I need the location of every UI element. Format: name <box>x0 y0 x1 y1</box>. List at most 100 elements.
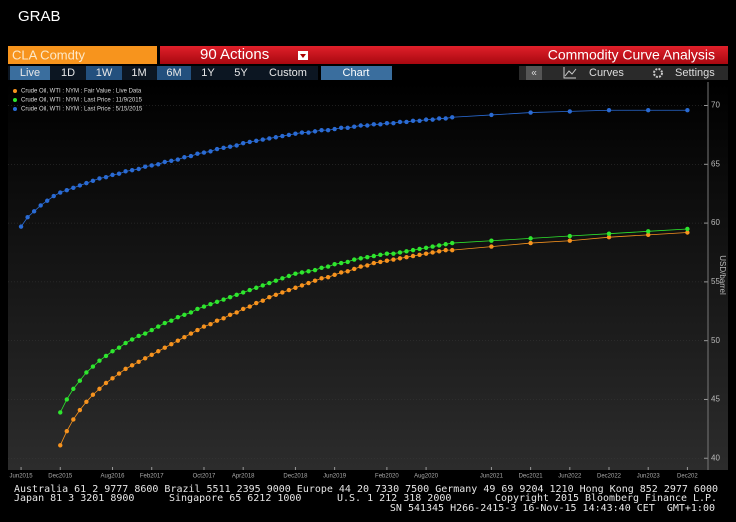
data-point <box>606 235 612 240</box>
period-tab[interactable]: 1D <box>61 67 75 79</box>
data-point <box>606 231 612 236</box>
y-axis-label: USD/barrel <box>718 255 727 295</box>
data-point <box>110 376 115 381</box>
data-point <box>306 130 311 135</box>
data-point <box>450 115 455 120</box>
period-tab[interactable]: 6M <box>166 67 181 79</box>
data-point <box>103 175 109 180</box>
data-point <box>123 366 128 372</box>
data-point <box>528 236 533 241</box>
settings-button[interactable]: Settings <box>675 67 715 79</box>
data-point <box>391 251 396 256</box>
data-point <box>129 167 135 173</box>
data-point <box>175 157 181 162</box>
data-point <box>162 159 167 165</box>
period-tab[interactable]: 5Y <box>234 67 248 79</box>
data-point <box>358 256 363 261</box>
data-point <box>156 162 161 167</box>
period-tab[interactable]: Custom <box>269 67 307 79</box>
data-point <box>18 224 24 229</box>
y-tick-label: 50 <box>711 336 720 345</box>
data-point <box>378 259 383 265</box>
curves-button[interactable]: Curves <box>589 67 624 79</box>
data-point <box>280 276 285 281</box>
data-point <box>188 310 194 315</box>
period-tab[interactable]: 1W <box>96 67 113 79</box>
data-point <box>489 238 494 243</box>
data-point <box>64 397 69 402</box>
options-strip <box>519 66 728 80</box>
data-point <box>280 290 285 295</box>
data-point <box>371 253 377 259</box>
data-point <box>129 363 135 368</box>
data-point <box>358 123 363 128</box>
data-point <box>325 264 331 269</box>
data-point <box>528 240 533 246</box>
data-point <box>384 258 390 263</box>
data-point <box>254 285 259 290</box>
data-point <box>436 243 442 248</box>
data-point <box>227 312 233 317</box>
data-point <box>345 125 350 131</box>
data-point <box>378 122 383 127</box>
footer-session: SN 541345 H266-2415-3 16-Nov-15 14:43:40… <box>390 503 715 514</box>
data-point <box>345 269 350 274</box>
data-point <box>44 198 50 203</box>
data-point <box>195 306 200 312</box>
data-point <box>299 283 305 288</box>
data-point <box>247 139 252 145</box>
period-tab[interactable]: 1Y <box>201 67 215 79</box>
data-point <box>293 285 298 290</box>
data-point <box>397 119 403 125</box>
x-tick-label: Dec2018 <box>283 474 308 480</box>
data-point <box>116 171 122 176</box>
data-point <box>646 108 651 113</box>
data-point <box>332 272 337 278</box>
chart-tab[interactable] <box>321 66 392 80</box>
data-point <box>136 333 141 339</box>
data-point <box>384 251 390 256</box>
y-tick-label: 70 <box>711 101 720 110</box>
dropdown-arrow <box>300 54 306 58</box>
tab-selected[interactable] <box>10 66 50 80</box>
x-tick-label: Dec202 <box>677 474 698 480</box>
data-point <box>25 215 30 220</box>
data-point <box>293 131 298 136</box>
data-point <box>71 386 76 392</box>
data-point <box>214 299 220 305</box>
data-point <box>31 209 37 214</box>
data-point <box>423 117 429 122</box>
data-point <box>371 122 377 127</box>
tab-selected[interactable] <box>157 66 191 80</box>
data-point <box>267 280 272 286</box>
data-point <box>149 163 154 168</box>
data-point <box>182 312 187 317</box>
data-point <box>293 271 298 276</box>
tab-selected[interactable] <box>86 66 122 80</box>
data-point <box>110 349 115 354</box>
data-point <box>221 316 226 321</box>
legend-marker <box>13 98 17 102</box>
period-tab[interactable]: Live <box>20 67 40 79</box>
data-point <box>254 138 259 143</box>
collapse-button[interactable] <box>526 66 542 80</box>
data-point <box>325 274 331 280</box>
data-point <box>338 260 344 266</box>
data-point <box>58 443 63 448</box>
data-point <box>319 276 324 281</box>
data-point <box>208 322 213 327</box>
data-point <box>352 257 357 262</box>
y-tick-label: 65 <box>711 159 720 168</box>
data-point <box>286 132 292 138</box>
tab-row: Chart « Curves Settings Live 1D 1W 1M 6M 1Y 5Y… <box>8 66 728 80</box>
data-point <box>123 340 128 346</box>
data-point <box>338 270 344 275</box>
legend-entry: Crude Oil, WTI : NYM : Fair Value : Live… <box>21 89 142 95</box>
data-point <box>208 302 213 307</box>
data-point <box>97 176 102 181</box>
period-tab[interactable]: 1M <box>131 67 146 79</box>
security-box[interactable] <box>8 46 157 64</box>
actions-menu[interactable]: 90 Actions <box>200 46 269 63</box>
data-point <box>397 256 403 261</box>
data-point <box>306 269 311 274</box>
